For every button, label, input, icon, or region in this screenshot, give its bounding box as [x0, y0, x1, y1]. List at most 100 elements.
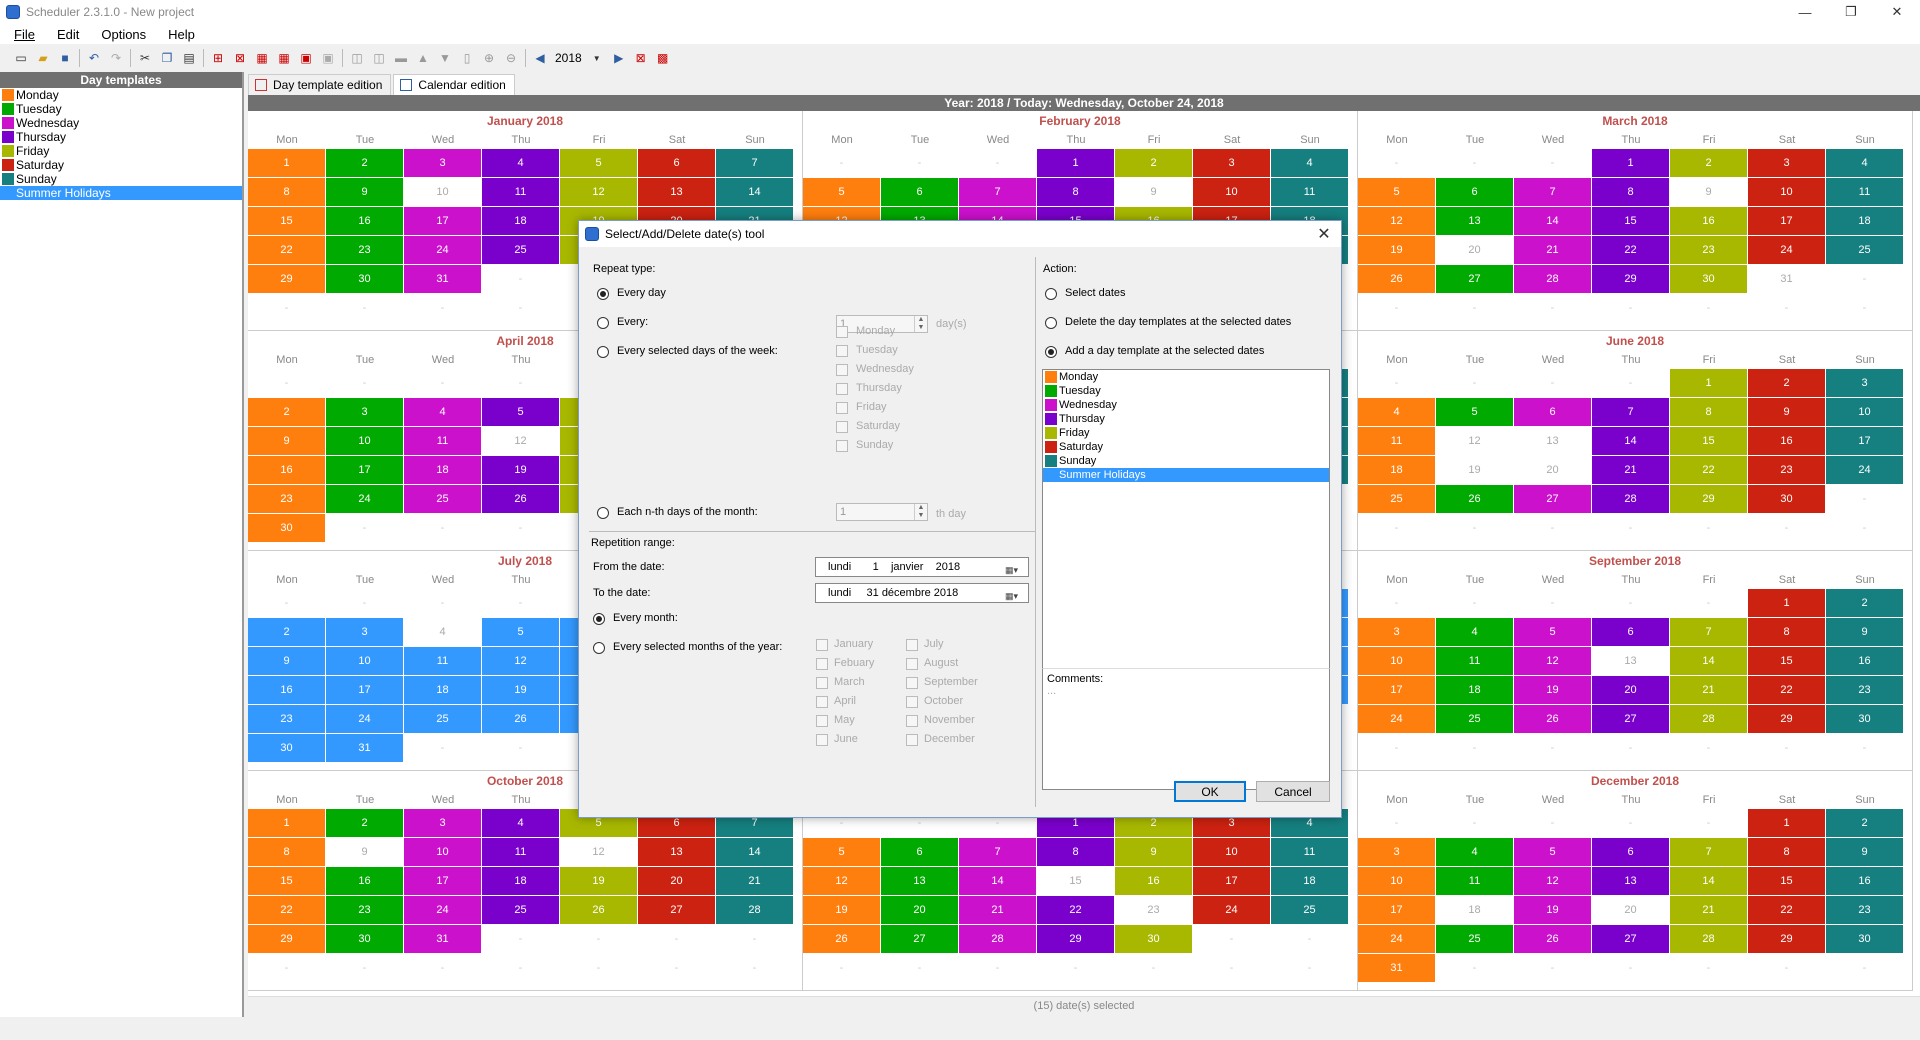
comments-value[interactable]: ...: [1047, 685, 1057, 697]
delete-date-icon[interactable]: ⊠: [234, 51, 246, 65]
empty-day-cell[interactable]: -: [1628, 522, 1633, 534]
zoom-out-icon[interactable]: ⊖: [505, 51, 517, 65]
month-checkbox[interactable]: [816, 696, 828, 708]
day-cell[interactable]: 21: [1670, 676, 1747, 704]
day-cell[interactable]: 26: [482, 705, 559, 733]
day-cell[interactable]: 20: [1624, 904, 1637, 916]
day-cell[interactable]: 8: [1037, 178, 1114, 206]
empty-day-cell[interactable]: -: [1550, 157, 1555, 169]
day-cell[interactable]: 30: [326, 925, 403, 953]
empty-day-cell[interactable]: -: [1706, 962, 1711, 974]
day-cell[interactable]: 11: [1436, 647, 1513, 675]
day-cell[interactable]: 12: [1468, 435, 1481, 447]
empty-day-cell[interactable]: -: [284, 302, 289, 314]
day-cell[interactable]: 1: [248, 149, 325, 177]
day-cell[interactable]: 25: [1436, 705, 1513, 733]
day-template-item[interactable]: Thursday: [0, 130, 242, 144]
day-cell[interactable]: 24: [1358, 925, 1435, 953]
day-cell[interactable]: 1: [1592, 149, 1669, 177]
day-cell[interactable]: 10: [326, 427, 403, 455]
day-cell[interactable]: 9: [326, 178, 403, 206]
day-cell[interactable]: 25: [1358, 485, 1435, 513]
day-cell[interactable]: 29: [1748, 705, 1825, 733]
day-cell[interactable]: 18: [482, 867, 559, 895]
day-cell[interactable]: 23: [1670, 236, 1747, 264]
repeat-weekdays-label[interactable]: Every selected days of the week:: [617, 345, 778, 357]
day-cell[interactable]: 12: [514, 435, 527, 447]
day-cell[interactable]: 2: [1670, 149, 1747, 177]
day-cell[interactable]: 18: [1468, 904, 1481, 916]
day-cell[interactable]: 10: [1358, 647, 1435, 675]
day-cell[interactable]: 5: [560, 149, 637, 177]
day-cell[interactable]: 22: [248, 896, 325, 924]
day-cell[interactable]: 9: [1115, 838, 1192, 866]
day-cell[interactable]: 12: [482, 647, 559, 675]
template-list-item[interactable]: Summer Holidays: [1043, 468, 1329, 482]
to-date-picker[interactable]: lundi 31 décembre 2018 ▦▾: [815, 583, 1029, 603]
action-delete-label[interactable]: Delete the day templates at the selected…: [1065, 316, 1292, 328]
day-cell[interactable]: 26: [1436, 485, 1513, 513]
day-cell[interactable]: 9: [1748, 398, 1825, 426]
day-cell[interactable]: 5: [1358, 178, 1435, 206]
action-add-radio[interactable]: [1045, 346, 1057, 358]
day-cell[interactable]: 28: [1514, 265, 1591, 293]
day-cell[interactable]: 30: [248, 734, 325, 762]
weekday-checkbox[interactable]: [836, 440, 848, 452]
day-cell[interactable]: 16: [1748, 427, 1825, 455]
day-cell[interactable]: 17: [326, 676, 403, 704]
day-cell[interactable]: 31: [1780, 273, 1793, 285]
day-cell[interactable]: 14: [959, 867, 1036, 895]
day-cell[interactable]: 15: [1670, 427, 1747, 455]
calendar-week-icon[interactable]: ▦: [278, 51, 290, 65]
empty-day-cell[interactable]: -: [839, 817, 844, 829]
day-cell[interactable]: 11: [1826, 178, 1903, 206]
repeat-weekdays-radio[interactable]: [597, 346, 609, 358]
day-cell[interactable]: 4: [1436, 838, 1513, 866]
day-cell[interactable]: 21: [1592, 456, 1669, 484]
day-cell[interactable]: 6: [638, 149, 715, 177]
menu-help[interactable]: Help: [168, 26, 195, 42]
day-cell[interactable]: 8: [1670, 398, 1747, 426]
day-cell[interactable]: 5: [803, 178, 880, 206]
previous-year-icon[interactable]: ◀: [535, 51, 545, 65]
day-cell[interactable]: 21: [1670, 896, 1747, 924]
empty-day-cell[interactable]: -: [362, 962, 367, 974]
month-checkbox[interactable]: [906, 658, 918, 670]
day-cell[interactable]: 2: [1826, 589, 1903, 617]
empty-day-cell[interactable]: -: [518, 302, 523, 314]
day-cell[interactable]: 31: [404, 925, 481, 953]
day-cell[interactable]: 29: [1670, 485, 1747, 513]
day-cell[interactable]: 27: [1436, 265, 1513, 293]
day-cell[interactable]: 11: [482, 178, 559, 206]
day-cell[interactable]: 27: [1514, 485, 1591, 513]
empty-day-cell[interactable]: -: [1472, 962, 1477, 974]
empty-day-cell[interactable]: -: [752, 933, 757, 945]
close-button[interactable]: ✕: [1891, 4, 1903, 19]
day-cell[interactable]: 15: [1592, 207, 1669, 235]
empty-day-cell[interactable]: -: [1862, 302, 1867, 314]
undo-icon[interactable]: ↶: [88, 51, 100, 65]
day-cell[interactable]: 7: [959, 178, 1036, 206]
day-cell[interactable]: 22: [1592, 236, 1669, 264]
empty-day-cell[interactable]: -: [1394, 302, 1399, 314]
empty-day-cell[interactable]: -: [1706, 522, 1711, 534]
tab-calendar-edition[interactable]: Calendar edition: [393, 74, 515, 95]
day-cell[interactable]: 6: [881, 838, 958, 866]
day-cell[interactable]: 10: [1358, 867, 1435, 895]
empty-day-cell[interactable]: -: [839, 157, 844, 169]
day-cell[interactable]: 5: [482, 618, 559, 646]
month-checkbox[interactable]: [816, 715, 828, 727]
day-cell[interactable]: 30: [326, 265, 403, 293]
empty-day-cell[interactable]: -: [284, 597, 289, 609]
empty-day-cell[interactable]: -: [1550, 597, 1555, 609]
day-cell[interactable]: 10: [326, 647, 403, 675]
empty-day-cell[interactable]: -: [917, 157, 922, 169]
comments-box[interactable]: Comments: ...: [1042, 668, 1330, 790]
day-cell[interactable]: 13: [1592, 867, 1669, 895]
day-cell[interactable]: 13: [1624, 655, 1637, 667]
day-cell[interactable]: 24: [1358, 705, 1435, 733]
day-cell[interactable]: 24: [1748, 236, 1825, 264]
day-cell[interactable]: 21: [716, 867, 793, 895]
copy-icon[interactable]: ❐: [161, 51, 173, 65]
day-cell[interactable]: 12: [592, 846, 605, 858]
